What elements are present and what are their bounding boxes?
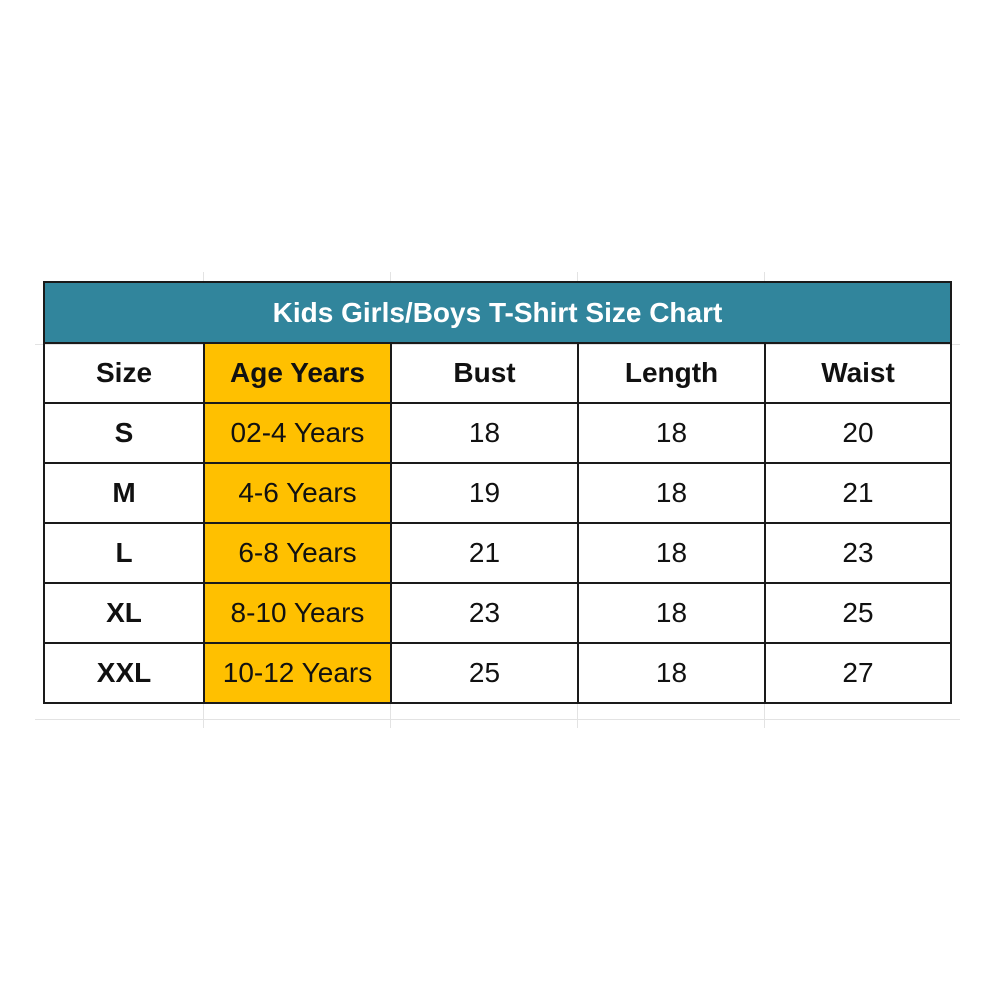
cell-length: 18 (577, 402, 766, 464)
table-row: XXL 10-12 Years 25 18 27 (43, 642, 953, 704)
cell-waist: 20 (763, 402, 953, 464)
cell-size: S (43, 402, 205, 464)
header-length: Length (577, 342, 766, 404)
header-bust: Bust (390, 342, 579, 404)
cell-size: M (43, 462, 205, 524)
table-title: Kids Girls/Boys T-Shirt Size Chart (42, 281, 953, 344)
cell-age: 4-6 Years (203, 462, 392, 524)
table-row: M 4-6 Years 19 18 21 (43, 462, 953, 524)
cell-length: 18 (577, 582, 766, 644)
cell-waist: 25 (763, 582, 953, 644)
cell-size: XL (43, 582, 205, 644)
cell-bust: 23 (390, 582, 579, 644)
cell-size: L (43, 522, 205, 584)
cell-size: XXL (43, 642, 205, 704)
header-size: Size (43, 342, 205, 404)
gridline (35, 719, 960, 720)
cell-age: 6-8 Years (203, 522, 392, 584)
cell-age: 8-10 Years (203, 582, 392, 644)
table-row: L 6-8 Years 21 18 23 (43, 522, 953, 584)
cell-bust: 19 (390, 462, 579, 524)
header-row: Size Age Years Bust Length Waist (43, 342, 953, 404)
cell-length: 18 (577, 522, 766, 584)
cell-age: 02-4 Years (203, 402, 392, 464)
cell-length: 18 (577, 462, 766, 524)
cell-age: 10-12 Years (203, 642, 392, 704)
header-waist: Waist (763, 342, 953, 404)
table-row: S 02-4 Years 18 18 20 (43, 402, 953, 464)
cell-waist: 23 (763, 522, 953, 584)
cell-waist: 27 (763, 642, 953, 704)
cell-bust: 25 (390, 642, 579, 704)
cell-waist: 21 (763, 462, 953, 524)
table-row: XL 8-10 Years 23 18 25 (43, 582, 953, 644)
cell-length: 18 (577, 642, 766, 704)
size-chart-table: Kids Girls/Boys T-Shirt Size Chart Size … (42, 281, 953, 704)
cell-bust: 18 (390, 402, 579, 464)
cell-bust: 21 (390, 522, 579, 584)
header-age: Age Years (203, 342, 392, 404)
